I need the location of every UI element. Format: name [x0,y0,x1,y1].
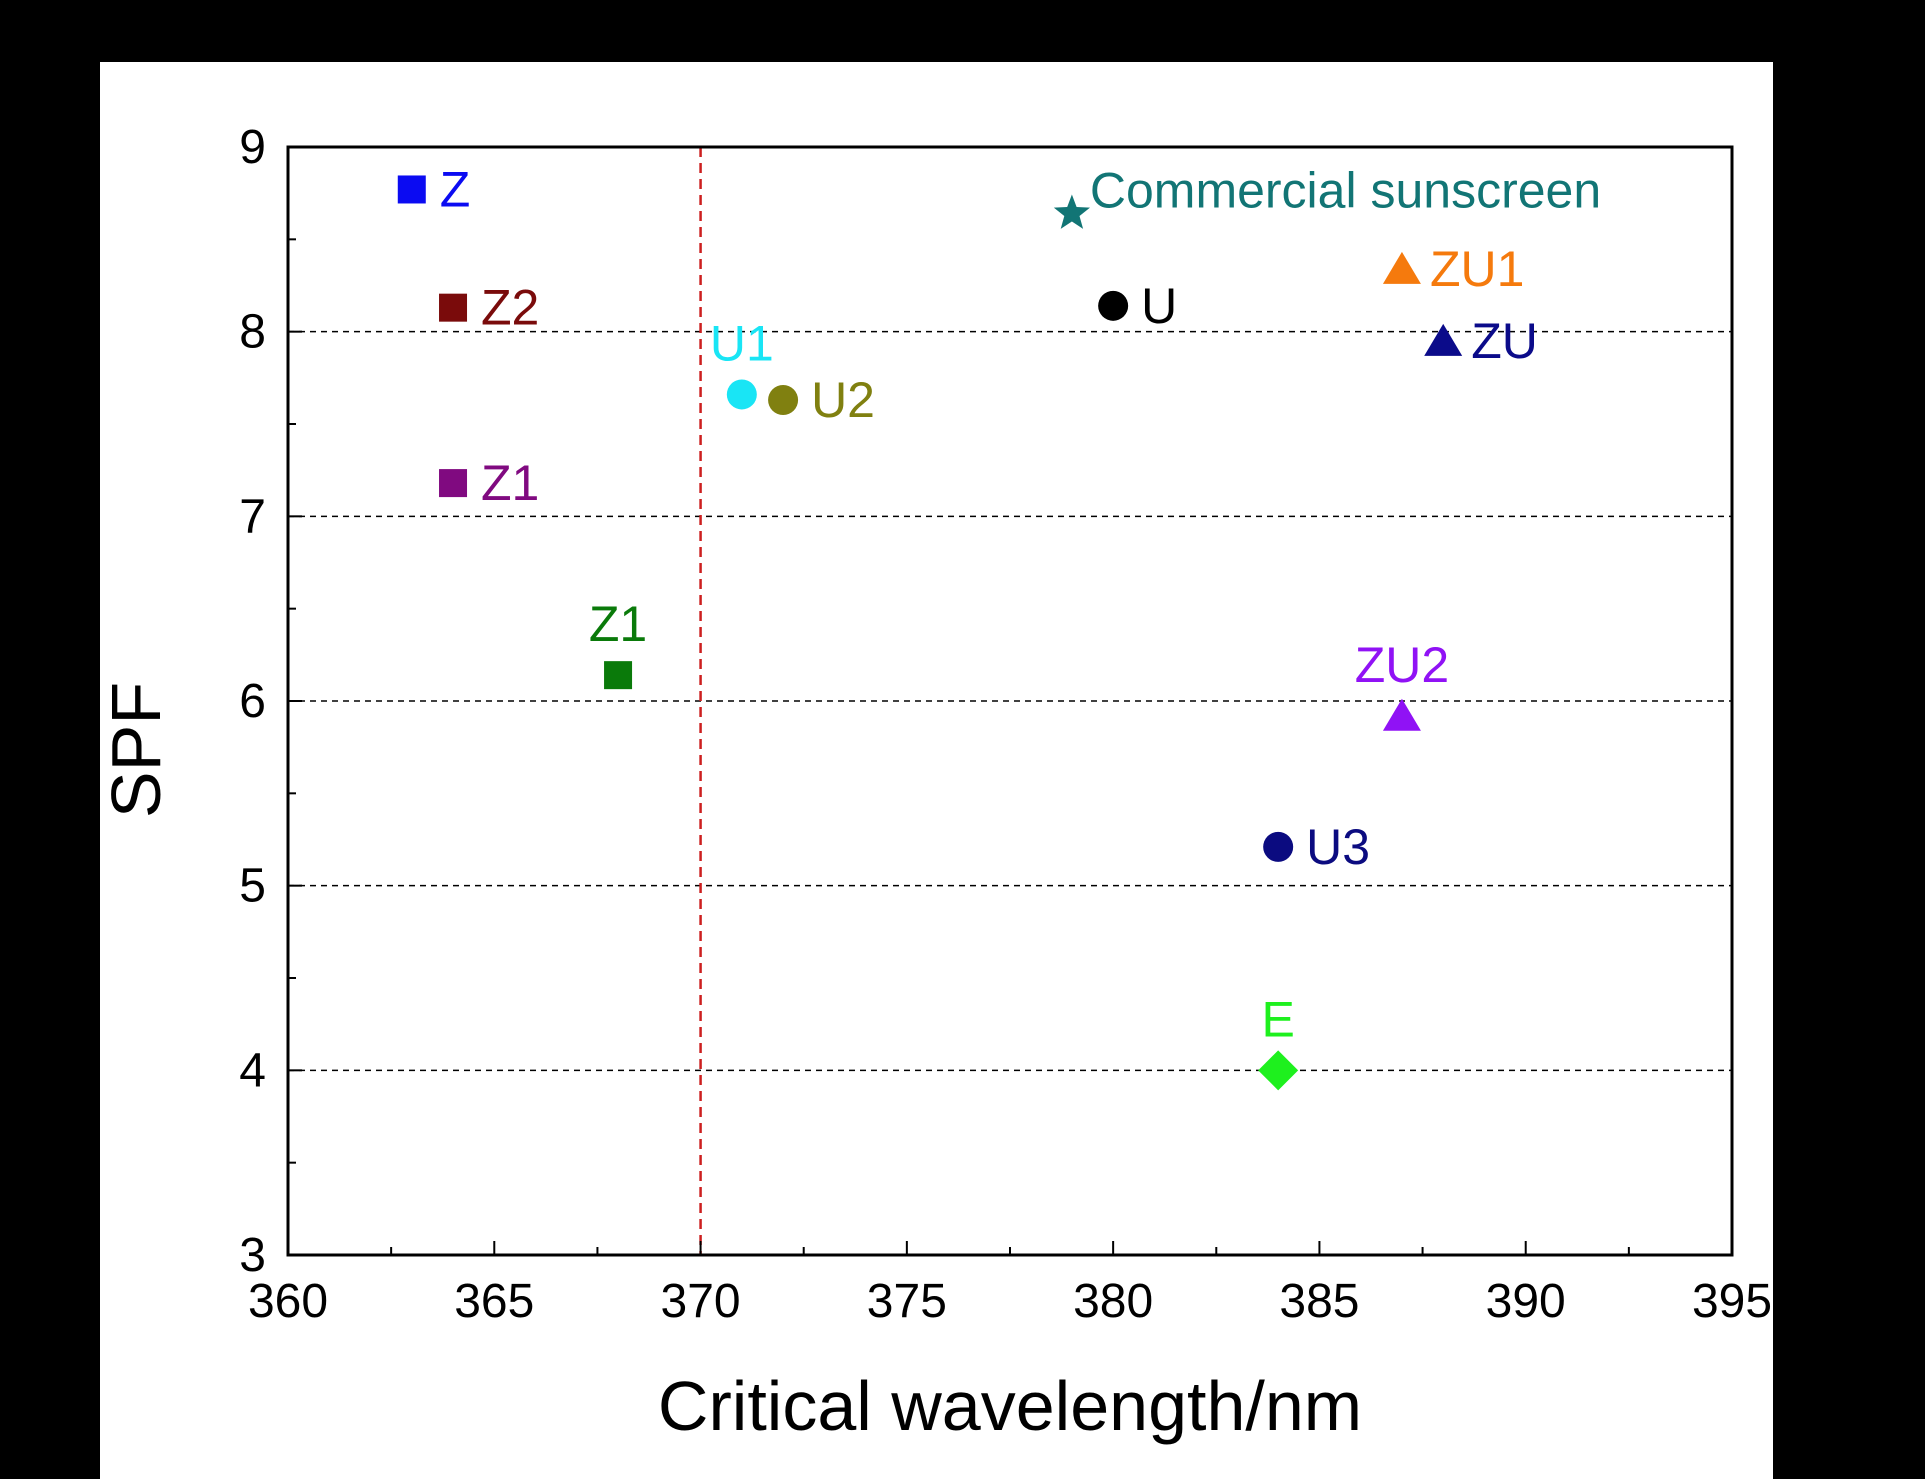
point-zu2-label: ZU2 [1355,637,1449,693]
x-tick-label: 380 [1073,1275,1153,1328]
y-tick-label: 4 [239,1044,266,1097]
y-tick-labels: 3 4 5 6 7 8 9 [239,121,266,1282]
point-commercial-sunscreen-label: Commercial sunscreen [1090,162,1601,218]
data-markers [397,175,1463,1091]
point-z2-label: Z2 [481,280,539,336]
point-zu1-label: ZU1 [1430,241,1524,297]
y-tick-label: 3 [239,1229,266,1282]
x-axis-title: Critical wavelength/nm [658,1367,1362,1445]
point-u-marker [1098,290,1129,321]
y-tick-label: 7 [239,490,266,543]
point-u1-marker [726,379,757,410]
x-tick-label: 360 [248,1275,328,1328]
point-u2-marker [768,384,799,415]
point-z2-marker [439,293,468,322]
y-tick-label: 5 [239,860,266,913]
point-z-marker [397,175,426,204]
gridlines [288,330,1732,1072]
point-z1-label: Z1 [589,596,647,652]
point-zu-label: ZU [1471,313,1538,369]
x-tick-label: 385 [1279,1275,1359,1328]
figure-background [100,62,1773,1479]
point-z-label: Z [440,161,471,217]
y-tick-label: 6 [239,675,266,728]
x-tick-label: 395 [1692,1275,1772,1328]
y-tick-label: 8 [239,306,266,359]
x-tick-label: 390 [1486,1275,1566,1328]
point-z1-marker [604,661,633,690]
point-u2-label: U2 [811,372,875,428]
point-u3-marker [1263,831,1294,862]
point-z1-label: Z1 [481,455,539,511]
y-tick-label: 9 [239,121,266,174]
point-zu2-marker [1382,698,1421,731]
point-u-label: U [1141,278,1177,334]
x-tick-labels: 360 365 370 375 380 385 390 395 [248,1275,1772,1328]
point-e-marker [1258,1050,1299,1091]
point-labels: Z Z2 Z1 Z1 U1 U2 Commercial sunscreen U U3 E ZU1 ZU… [440,161,1601,1047]
axis-ticks [287,146,1733,1256]
point-z1-marker [439,469,468,498]
point-u1-label: U1 [710,315,774,371]
point-e-label: E [1261,991,1294,1047]
x-tick-label: 375 [867,1275,947,1328]
point-commercial-sunscreen-marker [1053,194,1090,229]
x-tick-label: 370 [661,1275,741,1328]
x-tick-label: 365 [454,1275,534,1328]
point-zu-marker [1424,323,1463,356]
point-zu1-marker [1382,251,1421,284]
point-u3-label: U3 [1306,819,1370,875]
y-axis-title: SPF [97,682,175,818]
